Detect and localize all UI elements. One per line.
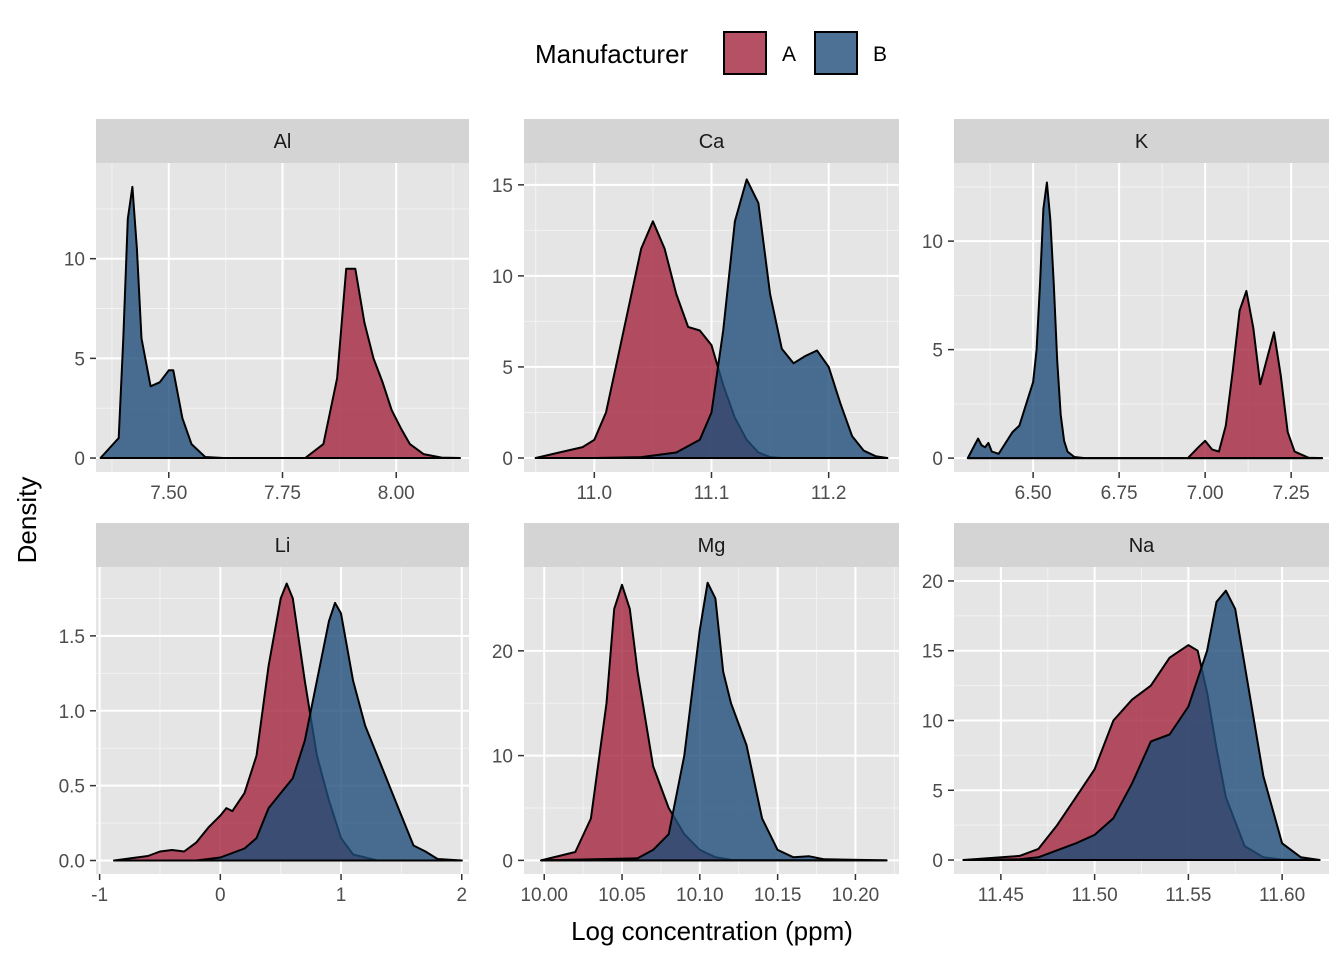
y-tick-label-li: 0.5 xyxy=(59,777,85,798)
y-tick-label-ca: 10 xyxy=(492,267,513,288)
legend-key-a xyxy=(723,31,767,75)
x-tick-label-al: 7.75 xyxy=(264,483,301,504)
density-area-k-b xyxy=(966,181,1324,460)
density-area-mg-b xyxy=(540,581,888,862)
y-tick-label-ca: 0 xyxy=(502,449,513,470)
strip-label-al: Al xyxy=(274,131,292,153)
y-tick-label-ca: 5 xyxy=(502,358,513,379)
panel-na: Na 11.45 11.50 11.55 11.60 0 5 10 15 20 xyxy=(922,523,1329,906)
x-tick-label-na: 11.60 xyxy=(1259,885,1305,906)
panel-ca: Ca 11.0 11.1 11.2 0 5 10 15 xyxy=(492,119,899,504)
x-tick-label-ca: 11.0 xyxy=(577,483,613,504)
x-tick-label-mg: 10.15 xyxy=(754,885,802,906)
y-tick-label-li: 1.5 xyxy=(59,627,85,648)
x-tick-label-k: 7.25 xyxy=(1273,483,1310,504)
legend-label-a: A xyxy=(782,43,796,66)
x-tick-label-li: 2 xyxy=(456,885,467,906)
strip-label-k: K xyxy=(1135,131,1149,153)
y-tick-label-mg: 10 xyxy=(492,747,513,768)
x-tick-label-mg: 10.05 xyxy=(598,885,646,906)
x-tick-label-mg: 10.10 xyxy=(676,885,724,906)
x-tick-label-li: 0 xyxy=(215,885,226,906)
y-tick-label-na: 15 xyxy=(922,642,943,663)
y-tick-label-na: 0 xyxy=(932,851,943,872)
strip-ca xyxy=(524,119,899,163)
density-area-k-a xyxy=(966,290,1324,460)
x-tick-label-mg: 10.00 xyxy=(520,885,568,906)
y-tick-label-k: 10 xyxy=(922,232,943,253)
strip-li xyxy=(96,523,469,567)
x-tick-label-k: 7.00 xyxy=(1187,483,1224,504)
y-tick-label-li: 1.0 xyxy=(59,702,85,723)
legend-label-b: B xyxy=(873,43,887,66)
y-tick-label-li: 0.0 xyxy=(59,852,85,873)
y-tick-label-al: 5 xyxy=(74,349,85,370)
density-area-ca-b xyxy=(534,178,889,459)
y-tick-label-na: 10 xyxy=(922,712,943,733)
panel-k: K 6.50 6.75 7.00 7.25 0 5 10 xyxy=(922,119,1329,504)
y-tick-label-k: 0 xyxy=(932,449,943,470)
y-tick-label-al: 0 xyxy=(74,449,85,470)
x-tick-label-na: 11.45 xyxy=(978,885,1024,906)
legend: Manufacturer A B xyxy=(535,31,887,75)
x-tick-label-mg: 10.20 xyxy=(832,885,880,906)
strip-label-li: Li xyxy=(275,535,291,557)
x-tick-label-k: 6.50 xyxy=(1015,483,1052,504)
strip-na xyxy=(954,523,1329,567)
x-tick-label-li: 1 xyxy=(336,885,347,906)
strip-al xyxy=(96,119,469,163)
x-axis-title: Log concentration (ppm) xyxy=(571,916,853,946)
x-tick-label-ca: 11.1 xyxy=(694,483,730,504)
y-tick-label-na: 20 xyxy=(922,572,943,593)
density-area-al-a xyxy=(122,267,461,459)
x-tick-label-al: 7.50 xyxy=(150,483,187,504)
strip-k xyxy=(954,119,1329,163)
panel-li: Li -1 0 1 2 0.0 0.5 1.0 1.5 xyxy=(59,523,469,906)
strip-label-ca: Ca xyxy=(699,131,725,153)
strip-label-na: Na xyxy=(1129,535,1155,557)
y-tick-label-mg: 0 xyxy=(502,851,513,872)
x-tick-label-al: 8.00 xyxy=(378,483,415,504)
strip-mg xyxy=(524,523,899,567)
y-tick-label-ca: 15 xyxy=(492,176,513,197)
density-area-al-b xyxy=(99,185,461,459)
density-area-na-b xyxy=(962,589,1321,861)
y-tick-label-mg: 20 xyxy=(492,642,513,663)
x-tick-label-ca: 11.2 xyxy=(811,483,847,504)
legend-title: Manufacturer xyxy=(535,39,689,69)
x-tick-label-na: 11.50 xyxy=(1072,885,1118,906)
y-axis-title: Density xyxy=(12,477,42,564)
panel-mg: Mg 10.00 10.05 10.10 10.15 10.20 0 10 20 xyxy=(492,523,899,906)
panel-al: Al 7.50 7.75 8.00 0 5 10 xyxy=(64,119,469,504)
y-tick-label-al: 10 xyxy=(64,250,85,271)
legend-key-b xyxy=(814,31,858,75)
x-tick-label-na: 11.55 xyxy=(1165,885,1211,906)
x-tick-label-li: -1 xyxy=(91,885,108,906)
y-tick-label-k: 5 xyxy=(932,341,943,362)
density-area-li-b xyxy=(113,601,463,862)
y-tick-label-na: 5 xyxy=(932,781,943,802)
strip-label-mg: Mg xyxy=(698,535,726,557)
x-tick-label-k: 6.75 xyxy=(1101,483,1138,504)
